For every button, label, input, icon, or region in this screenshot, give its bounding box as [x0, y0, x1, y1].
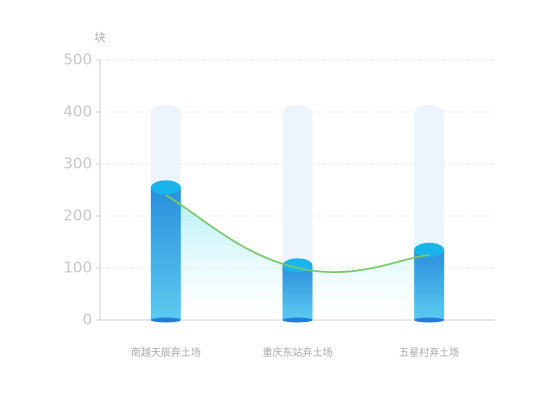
bar-top — [414, 242, 445, 257]
bar — [414, 249, 445, 320]
bar-base — [414, 317, 445, 323]
line — [165, 194, 430, 273]
bar — [150, 187, 181, 320]
area — [165, 195, 430, 320]
y-tick-label: 0 — [82, 311, 92, 329]
bar-top — [150, 180, 181, 195]
y-axis-label: 块 — [95, 31, 106, 44]
y-tick-label: 300 — [63, 155, 92, 173]
bar-base — [150, 317, 181, 323]
y-tick-label: 400 — [63, 103, 92, 121]
x-tick-label: 五星村弃土场 — [399, 346, 459, 359]
x-tick-label: 重庆东站弃土场 — [263, 346, 333, 359]
bar — [282, 265, 313, 320]
y-tick-label: 200 — [63, 207, 92, 225]
y-tick-label: 100 — [63, 259, 92, 277]
y-tick-label: 500 — [63, 51, 92, 69]
x-tick-label: 南越天辰弃土场 — [131, 346, 201, 359]
bar-base — [282, 317, 313, 323]
